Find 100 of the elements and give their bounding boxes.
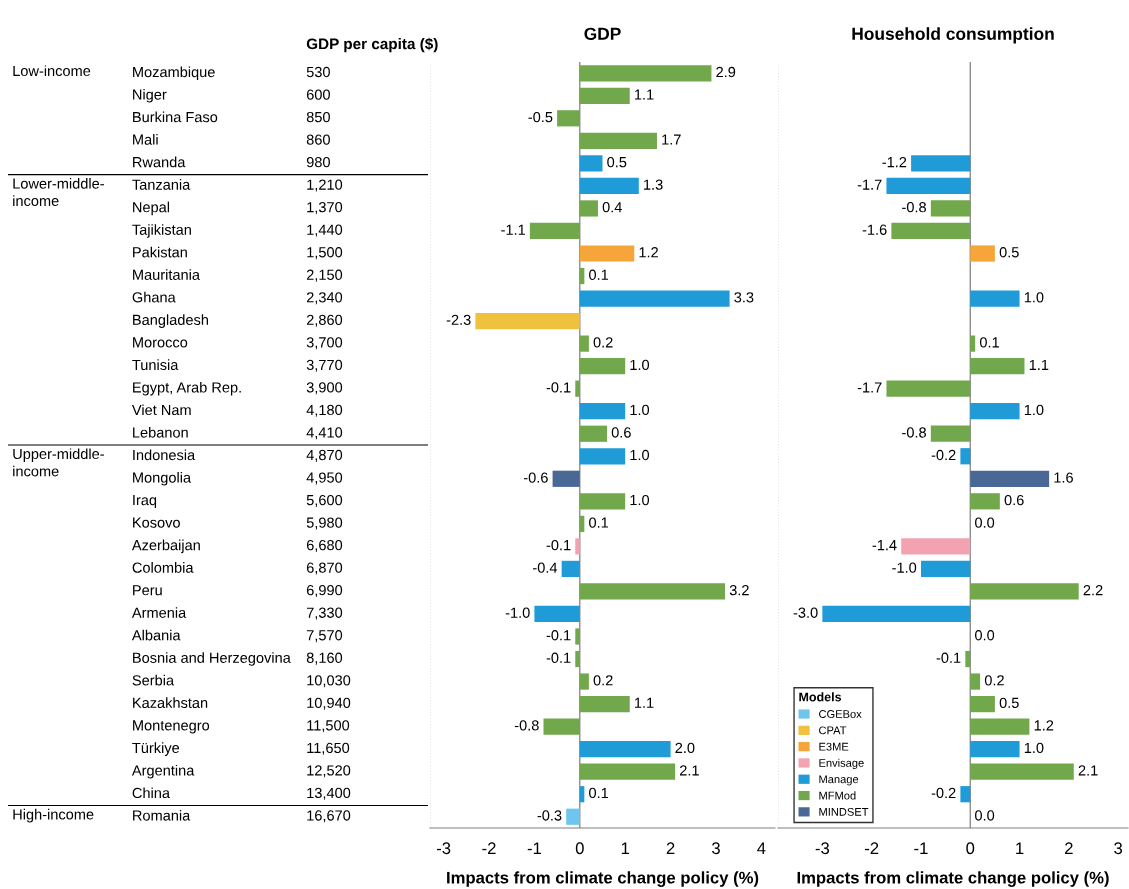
data-label: -0.1 bbox=[546, 539, 571, 551]
category-label: Armenia bbox=[131, 607, 187, 618]
data-label: 0.0 bbox=[975, 517, 995, 528]
bar bbox=[575, 380, 580, 397]
data-label: -0.8 bbox=[514, 720, 539, 731]
text: 4,950 bbox=[306, 472, 343, 485]
bar bbox=[970, 695, 995, 713]
category-label: Bangladesh bbox=[133, 314, 208, 328]
category-label: Egypt, Arab Rep. bbox=[133, 381, 241, 396]
text: 3,770 bbox=[306, 359, 343, 372]
data-label: -1.1 bbox=[501, 224, 526, 235]
text: 3,700 bbox=[306, 337, 343, 350]
x-axis-title: Impacts from climate change policy (%) bbox=[797, 871, 1109, 887]
data-label: 0.1 bbox=[979, 337, 999, 348]
bar bbox=[886, 177, 971, 195]
data-label: 2.1 bbox=[1078, 765, 1098, 776]
text: 2,340 bbox=[306, 292, 343, 305]
category-label: Pakistan bbox=[133, 246, 187, 258]
x-tick-label: 2 bbox=[1065, 842, 1073, 854]
bar bbox=[970, 290, 1020, 307]
data-label: 1.0 bbox=[1024, 404, 1044, 416]
data-label: 2.9 bbox=[716, 66, 736, 78]
data-label: -1.7 bbox=[857, 179, 882, 190]
category-label: Tanzania bbox=[132, 179, 191, 190]
text: 2,150 bbox=[306, 269, 343, 282]
data-label: 1.1 bbox=[1029, 359, 1049, 370]
x-tick-label: -2 bbox=[482, 842, 496, 854]
x-tick-label: -1 bbox=[914, 842, 928, 854]
data-label: 0.2 bbox=[593, 675, 613, 686]
data-label: 0.5 bbox=[999, 697, 1019, 708]
category-label: Tunisia bbox=[132, 359, 179, 371]
text: 1,500 bbox=[307, 247, 343, 260]
text: 6,870 bbox=[306, 562, 343, 575]
data-label: -1.7 bbox=[857, 382, 882, 393]
x-tick-label: 0 bbox=[966, 842, 975, 855]
x-tick-label: 1 bbox=[621, 842, 630, 854]
text: 10,030 bbox=[307, 675, 351, 688]
data-label: 0.5 bbox=[999, 247, 1019, 258]
legend-label: MINDSET bbox=[819, 807, 869, 816]
data-label: 0.2 bbox=[593, 337, 613, 348]
text: 11,650 bbox=[307, 742, 350, 755]
data-label: -3.0 bbox=[793, 607, 818, 618]
data-label: -0.1 bbox=[546, 652, 571, 663]
legend-label: Manage bbox=[819, 775, 859, 786]
bar bbox=[543, 718, 580, 735]
category-label: Argentina bbox=[131, 764, 195, 779]
category-label: Peru bbox=[133, 585, 162, 596]
legend-title: Models bbox=[799, 692, 842, 702]
data-label: 1.0 bbox=[630, 449, 650, 461]
text: 850 bbox=[306, 111, 330, 123]
x-tick-label: 4 bbox=[757, 842, 766, 854]
x-tick-label: 3 bbox=[711, 842, 720, 855]
bar bbox=[475, 312, 580, 330]
bar bbox=[529, 222, 580, 240]
data-label: -0.4 bbox=[533, 562, 558, 573]
category-label: Indonesia bbox=[133, 449, 196, 461]
bar bbox=[970, 358, 1025, 375]
data-label: 1.7 bbox=[662, 134, 681, 145]
bar bbox=[970, 335, 976, 352]
data-label: 0.0 bbox=[975, 810, 995, 821]
category-label: Romania bbox=[133, 809, 191, 821]
category-label: Mali bbox=[133, 134, 158, 145]
text: 1,210 bbox=[307, 179, 343, 192]
data-label: -0.2 bbox=[931, 787, 956, 799]
text: 1,440 bbox=[307, 224, 343, 237]
text: Upper-middle-income bbox=[13, 448, 104, 477]
data-label: 0.1 bbox=[589, 517, 609, 528]
category-label: Colombia bbox=[132, 562, 194, 573]
category-label: Tajikistan bbox=[132, 224, 191, 238]
category-label: Mozambique bbox=[133, 66, 215, 81]
data-label: -1.6 bbox=[862, 224, 887, 235]
data-label: -1.2 bbox=[882, 156, 907, 168]
category-label: Türkiye bbox=[132, 742, 180, 756]
bar bbox=[579, 741, 671, 758]
data-label: -1.0 bbox=[892, 562, 917, 573]
data-label: 0.4 bbox=[602, 202, 622, 213]
data-label: 1.0 bbox=[630, 404, 650, 416]
bar bbox=[970, 245, 995, 262]
bar bbox=[970, 583, 1079, 600]
bar bbox=[579, 673, 589, 690]
text: 11,500 bbox=[307, 720, 350, 733]
data-label: 0.6 bbox=[1004, 494, 1024, 506]
legend-label: Envisage bbox=[819, 758, 864, 770]
text: 13,400 bbox=[307, 787, 351, 800]
data-label: -0.1 bbox=[546, 630, 571, 641]
category-label: Azerbaijan bbox=[131, 539, 200, 554]
text: 3,900 bbox=[306, 382, 343, 395]
bar bbox=[579, 290, 730, 307]
bar bbox=[822, 605, 971, 623]
data-label: 1.1 bbox=[634, 89, 654, 100]
bar bbox=[579, 177, 639, 195]
bar bbox=[911, 155, 971, 172]
text: 980 bbox=[306, 156, 330, 168]
x-tick-label: 1 bbox=[1016, 842, 1024, 854]
x-tick-label: -3 bbox=[815, 842, 830, 855]
bar bbox=[579, 448, 626, 465]
text: Lower-middle-income bbox=[13, 178, 104, 207]
category-label: Montenegro bbox=[133, 720, 210, 734]
text: 530 bbox=[306, 66, 330, 78]
text: 8,160 bbox=[306, 652, 343, 665]
